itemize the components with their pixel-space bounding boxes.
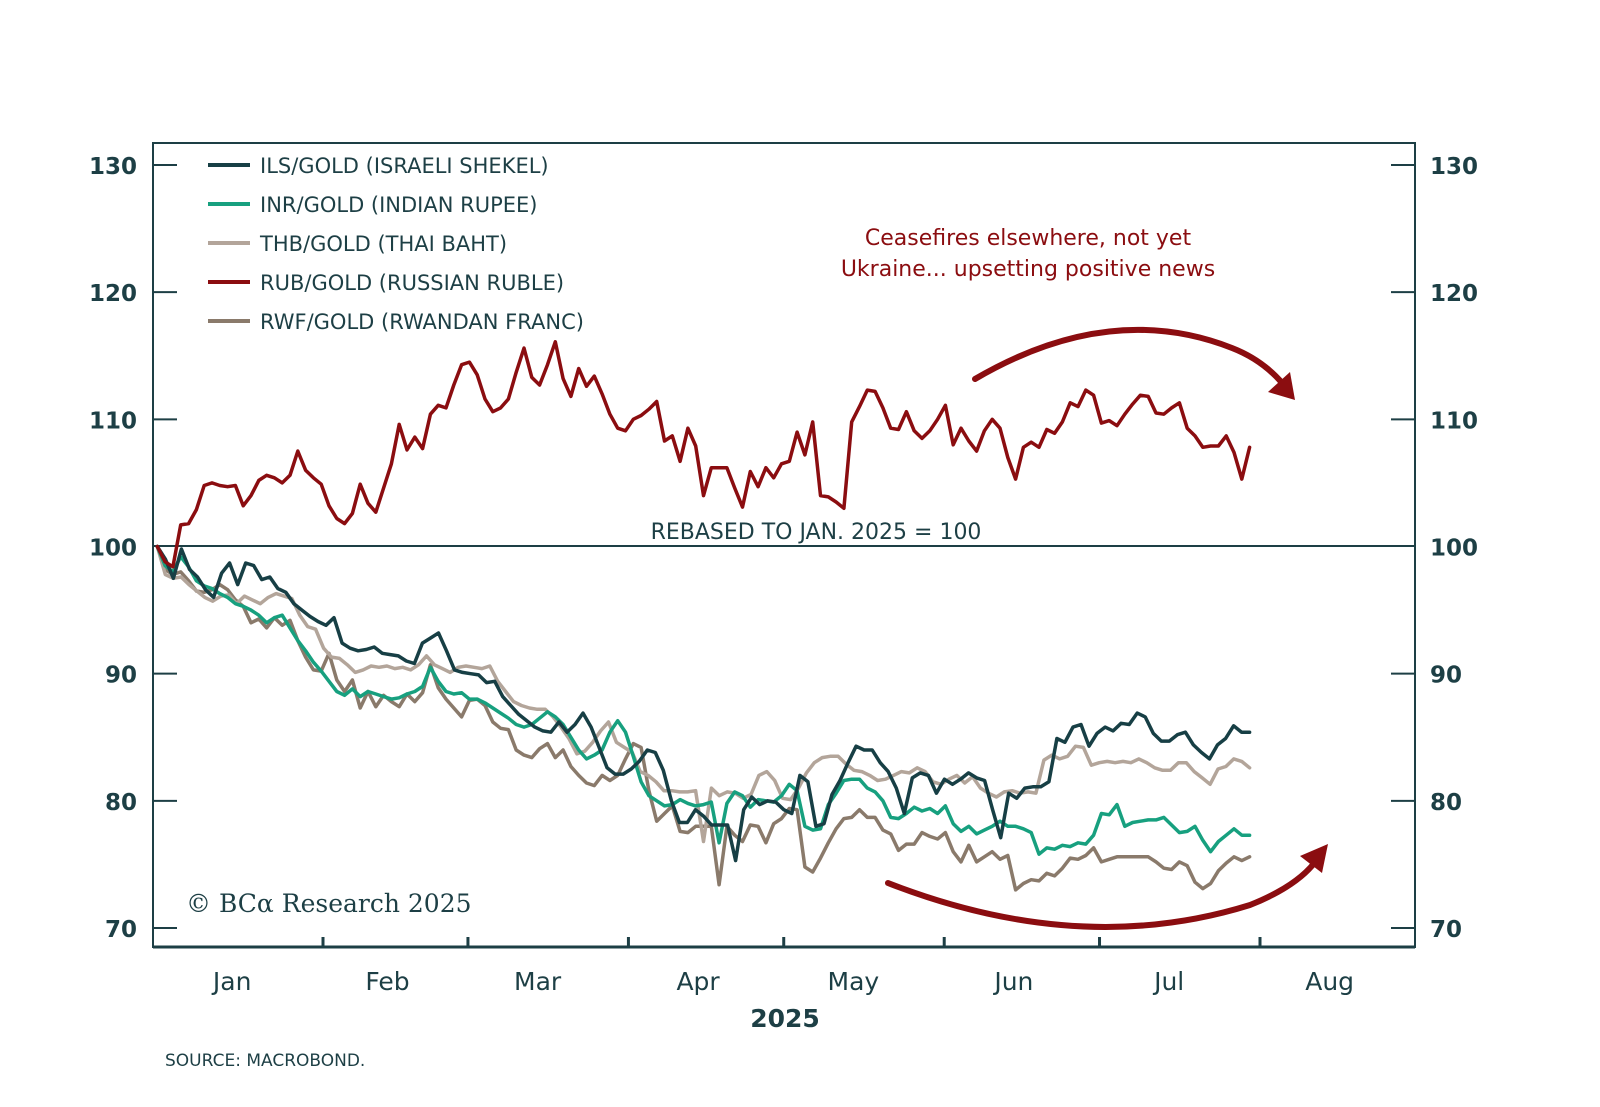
legend-item-thb: THB/GOLD (THAI BAHT) (208, 232, 507, 256)
x-tick-label-apr: Apr (676, 967, 720, 996)
y-tick-label-left: 70 (105, 917, 137, 943)
y-tick-label-right: 90 (1430, 663, 1462, 689)
series-line-rub (155, 340, 1252, 569)
y-tick-label-left: 130 (89, 154, 137, 180)
x-tick-label-jul: Jul (1152, 967, 1184, 996)
legend-label: RUB/GOLD (RUSSIAN RUBLE) (260, 271, 564, 295)
y-tick-label-left: 120 (89, 281, 137, 307)
y-tick-label-right: 70 (1430, 917, 1462, 943)
x-tick-label-mar: Mar (514, 967, 562, 996)
legend-item-rub: RUB/GOLD (RUSSIAN RUBLE) (208, 271, 564, 295)
y-tick-label-right: 110 (1430, 408, 1478, 434)
x-axis: Jan Feb Mar Apr May Jun Jul Aug (211, 937, 1354, 996)
legend-label: THB/GOLD (THAI BAHT) (259, 232, 507, 256)
legend-label: ILS/GOLD (ISRAELI SHEKEL) (260, 154, 549, 178)
y-tick-label-right: 120 (1430, 281, 1478, 307)
y-tick-label-right: 100 (1430, 536, 1478, 562)
x-tick-label-aug: Aug (1305, 967, 1354, 996)
y-tick-label-left: 100 (89, 536, 137, 562)
y-tick-label-left: 90 (105, 663, 137, 689)
legend-label: RWF/GOLD (RWANDAN FRANC) (260, 310, 584, 334)
x-tick-label-jan: Jan (211, 967, 252, 996)
y-axis-left: 70 80 90 100 110 120 130 (89, 154, 177, 943)
x-tick-label-feb: Feb (365, 967, 409, 996)
legend-item-ils: ILS/GOLD (ISRAELI SHEKEL) (208, 154, 549, 178)
annotation-line-1: Ceasefires elsewhere, not yet (865, 226, 1192, 251)
series-lines (155, 340, 1252, 892)
series-line-inr (155, 544, 1252, 856)
copyright: © BCα Research 2025 (186, 889, 472, 918)
rebased-note: REBASED TO JAN. 2025 = 100 (651, 520, 982, 545)
x-tick-label-may: May (828, 967, 880, 996)
legend: ILS/GOLD (ISRAELI SHEKEL) INR/GOLD (INDIA… (208, 154, 584, 334)
y-tick-label-left: 80 (105, 790, 137, 816)
legend-label: INR/GOLD (INDIAN RUPEE) (260, 193, 537, 217)
x-tick-label-jun: Jun (992, 967, 1033, 996)
source-note: SOURCE: MACROBOND. (165, 1051, 365, 1071)
legend-item-inr: INR/GOLD (INDIAN RUPEE) (208, 193, 537, 217)
annotation-line-2: Ukraine... upsetting positive news (841, 257, 1215, 282)
y-tick-label-right: 130 (1430, 154, 1478, 180)
series-line-rwf (155, 544, 1252, 892)
arrow-down-arc (972, 326, 1295, 400)
y-tick-label-right: 80 (1430, 790, 1462, 816)
series-line-ils (155, 544, 1252, 863)
y-axis-right: 70 80 90 100 110 120 130 (1391, 154, 1478, 943)
series-line-thb (155, 544, 1252, 844)
legend-item-rwf: RWF/GOLD (RWANDAN FRANC) (208, 310, 584, 334)
arrow-up-arc (885, 844, 1328, 930)
x-axis-title: 2025 (750, 1004, 820, 1033)
y-tick-label-left: 110 (89, 408, 137, 434)
